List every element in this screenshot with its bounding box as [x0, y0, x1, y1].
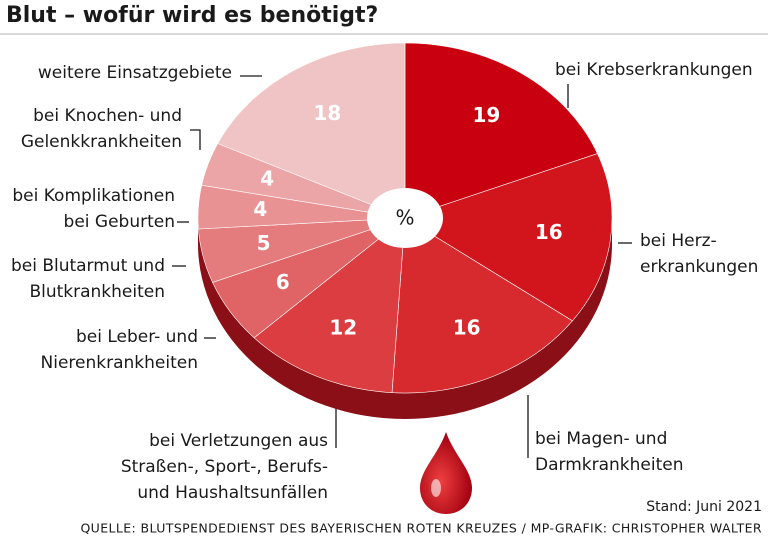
category-label: bei Herz- — [640, 231, 717, 251]
category-label: Blutkrankheiten — [29, 282, 165, 302]
category-label: bei Knochen- und — [33, 106, 182, 126]
category-label: Nierenkrankheiten — [41, 353, 198, 373]
value-label: 16 — [535, 220, 563, 244]
center-label: % — [395, 206, 414, 230]
value-label: 5 — [257, 231, 271, 255]
note: Stand: Juni 2021 — [646, 499, 762, 515]
value-label: 4 — [260, 167, 274, 191]
value-label: 19 — [473, 103, 501, 127]
center-hole — [367, 188, 443, 248]
value-label: 18 — [313, 101, 341, 125]
value-label: 4 — [253, 197, 267, 221]
category-label: bei Blutarmut und — [11, 256, 165, 276]
category-label: bei Geburten — [64, 212, 175, 232]
category-label: Straßen-, Sport-, Berufs- — [121, 457, 328, 477]
slice — [404, 153, 613, 322]
category-label: bei Komplikationen — [12, 186, 175, 206]
category-label: Gelenkkrankheiten — [21, 132, 182, 152]
chart-title: Blut – wofür wird es benötigt? — [6, 3, 378, 28]
slice — [404, 42, 598, 219]
value-label: 6 — [276, 270, 290, 294]
slice — [217, 42, 406, 219]
value-label: 12 — [329, 315, 357, 339]
category-label: bei Verletzungen aus — [149, 431, 328, 451]
category-label: bei Leber- und — [76, 327, 198, 347]
category-label: weitere Einsatzgebiete — [38, 63, 232, 83]
category-label: bei Krebserkrankungen — [555, 60, 753, 80]
slice — [391, 217, 573, 394]
source: QUELLE: BLUTSPENDEDIENST DES BAYERISCHEN… — [80, 521, 762, 536]
category-label: erkrankungen — [640, 257, 758, 277]
category-label: und Haushaltsunfällen — [137, 483, 328, 503]
category-label: Darmkrankheiten — [535, 455, 683, 475]
value-label: 16 — [453, 315, 481, 339]
slice — [253, 217, 406, 393]
drop — [420, 432, 472, 514]
leaders — [172, 75, 632, 458]
category-label: bei Magen- und — [535, 429, 667, 449]
